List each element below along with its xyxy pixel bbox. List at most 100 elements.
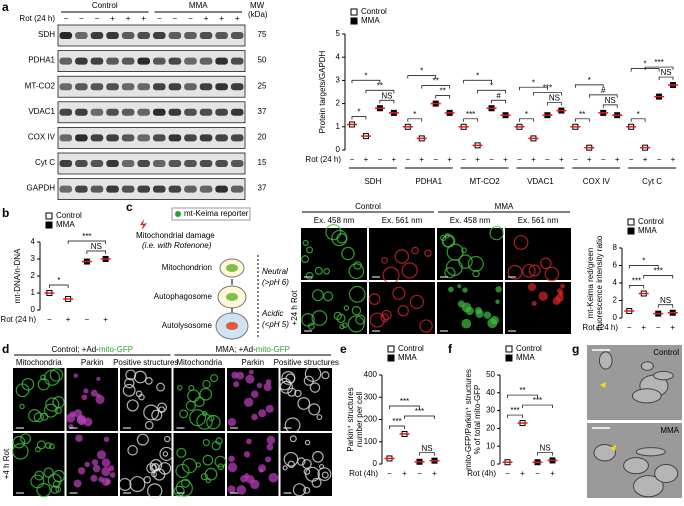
sig-label: NS (381, 91, 392, 100)
signal (531, 300, 537, 306)
signal (305, 271, 314, 280)
signal (419, 319, 433, 333)
x-axis-label: Rot (24 h) (305, 155, 341, 164)
sig-label: *** (400, 397, 409, 406)
channel-label: Mitochondria (176, 358, 222, 367)
channel-label: Ex. 458 nm (450, 216, 491, 225)
signal (101, 458, 111, 468)
y-tick-label: 6 (613, 261, 618, 270)
stage-label: Autolysosome (162, 321, 213, 330)
signal (127, 445, 138, 456)
channel-label: Positive structures (274, 358, 339, 367)
signal (472, 269, 480, 278)
legend-swatch (350, 8, 358, 16)
rot-sign: − (489, 155, 494, 164)
em-structure (633, 475, 664, 498)
y-tick-label: 0 (491, 459, 496, 468)
signal (540, 257, 552, 270)
signal (544, 266, 560, 282)
signal (83, 388, 89, 394)
signal (179, 409, 189, 419)
protein-label: SDH (38, 30, 55, 39)
y-tick-label: 2 (31, 271, 36, 280)
micrograph (173, 368, 225, 431)
panel-label: d (2, 342, 9, 356)
signal (325, 224, 342, 241)
reporter-dot (175, 211, 181, 217)
signal (369, 312, 385, 328)
band (90, 57, 104, 65)
band (184, 83, 197, 91)
signal (339, 323, 345, 330)
band (75, 185, 88, 193)
legend-label: MMA (638, 226, 657, 235)
signal (294, 389, 302, 398)
signal (461, 318, 472, 329)
sig-bracket (389, 405, 420, 409)
signal (195, 462, 201, 468)
blot-strip (57, 152, 246, 175)
band (168, 185, 182, 193)
band (230, 108, 244, 116)
rot-sign: − (657, 155, 662, 164)
legend-swatch (387, 354, 395, 362)
group-label: Control; +Ad-mito-GFP (51, 345, 133, 354)
sig-label: ** (377, 81, 383, 90)
signal (162, 451, 169, 457)
signal (308, 323, 315, 330)
signal (263, 383, 272, 392)
rot-sign: + (204, 14, 209, 23)
band (215, 83, 228, 91)
x-tick-label: SDH (364, 177, 381, 186)
sig-bracket (657, 304, 674, 308)
protein-label: PDHA1 (28, 56, 55, 65)
y-tick-label: 5 (336, 29, 341, 38)
signal (227, 485, 236, 494)
signal (351, 305, 362, 316)
signal (73, 479, 82, 488)
neutral-ph: (>pH 6) (262, 278, 289, 287)
band (90, 134, 104, 142)
band (90, 185, 104, 193)
sig-bracket (588, 94, 618, 98)
band (59, 32, 73, 39)
rot-sign: + (447, 155, 452, 164)
rot-sign: − (517, 155, 522, 164)
sig-label: * (532, 78, 535, 87)
signal (368, 293, 381, 305)
signal (34, 446, 41, 453)
sig-bracket (537, 452, 553, 456)
signal (144, 377, 153, 385)
signal (265, 456, 272, 463)
signal (287, 387, 297, 397)
rot-sign: + (419, 155, 424, 164)
legend-label: Control (361, 7, 387, 16)
sig-bracket (519, 118, 534, 122)
signal (528, 264, 541, 277)
sig-bracket (49, 284, 69, 288)
band (137, 160, 150, 167)
protein-label: MT-CO2 (25, 81, 56, 90)
rot-sign: − (157, 14, 162, 23)
sig-label: * (357, 108, 360, 117)
signal (495, 286, 502, 293)
signal (12, 435, 26, 449)
signal (36, 440, 46, 450)
signal (151, 409, 163, 421)
rot-sign: + (66, 315, 71, 324)
band (199, 185, 213, 193)
sig-bracket (407, 75, 437, 79)
sig-bracket (658, 76, 674, 81)
damage-note: (i.e. with Rotenone) (142, 241, 212, 250)
signal (158, 406, 166, 413)
signal (303, 486, 311, 494)
em-structure (593, 444, 616, 462)
band (184, 160, 197, 167)
band (199, 160, 213, 167)
signal (321, 371, 330, 380)
signal (457, 284, 462, 289)
rot-sign: + (219, 14, 224, 23)
y-tick-label: 1 (336, 122, 341, 131)
legend-swatch (387, 345, 395, 353)
rot-sign: − (627, 323, 632, 332)
